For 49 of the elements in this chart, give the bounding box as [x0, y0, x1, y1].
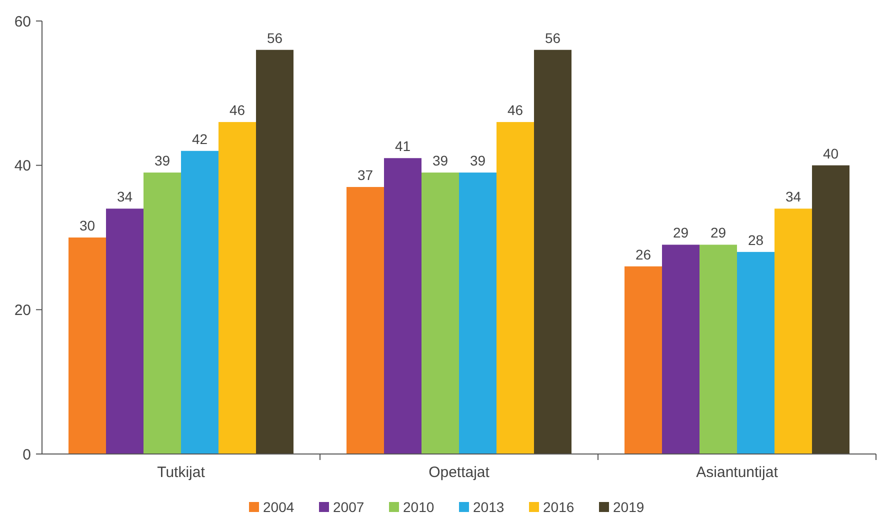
bar: [218, 122, 256, 454]
y-tick-label: 0: [22, 446, 31, 464]
bar: [181, 150, 218, 454]
data-label: 56: [266, 30, 283, 46]
x-tick-label: Tutkijat: [157, 464, 206, 481]
legend-label: 2004: [263, 498, 294, 515]
data-label: 56: [544, 30, 561, 46]
data-label: 40: [822, 145, 839, 162]
data-label: 42: [192, 130, 208, 147]
data-label: 34: [785, 188, 802, 205]
data-label: 46: [507, 102, 524, 118]
bar: [384, 158, 422, 454]
bar: [346, 186, 384, 454]
data-label: 29: [672, 224, 689, 241]
data-label: 39: [470, 152, 486, 169]
data-label: 28: [748, 232, 764, 248]
y-tick-label: 20: [14, 302, 31, 319]
data-label: 29: [710, 224, 726, 241]
data-label: 30: [79, 218, 96, 234]
bar: [700, 244, 737, 454]
data-label: 46: [229, 102, 246, 118]
bar: [68, 238, 106, 454]
legend-label: 2013: [473, 498, 504, 515]
data-label: 39: [154, 152, 170, 169]
legend-label: 2007: [333, 498, 364, 515]
legend-label: 2010: [403, 498, 434, 515]
bar: [106, 208, 144, 454]
data-label: 37: [357, 166, 374, 183]
bar: [459, 172, 496, 454]
x-tick-label: Asiantuntijat: [696, 464, 779, 481]
data-label: 41: [394, 138, 411, 154]
data-label: 26: [635, 246, 652, 262]
bar: [662, 244, 700, 454]
bar: [422, 172, 459, 454]
bar: [256, 50, 294, 454]
bar: [774, 208, 812, 454]
bar: [496, 122, 534, 454]
legend-label: 2016: [543, 498, 574, 515]
data-label: 39: [432, 152, 448, 169]
bar: [812, 165, 850, 454]
data-label: 34: [116, 188, 133, 205]
bar: [144, 172, 181, 454]
y-tick-label: 40: [14, 158, 31, 175]
bar: [624, 266, 662, 454]
x-tick-label: Opettajat: [428, 464, 490, 481]
bar: [534, 50, 572, 454]
bar: [737, 252, 774, 454]
y-tick-label: 60: [14, 13, 31, 30]
legend-label: 2019: [613, 498, 644, 515]
